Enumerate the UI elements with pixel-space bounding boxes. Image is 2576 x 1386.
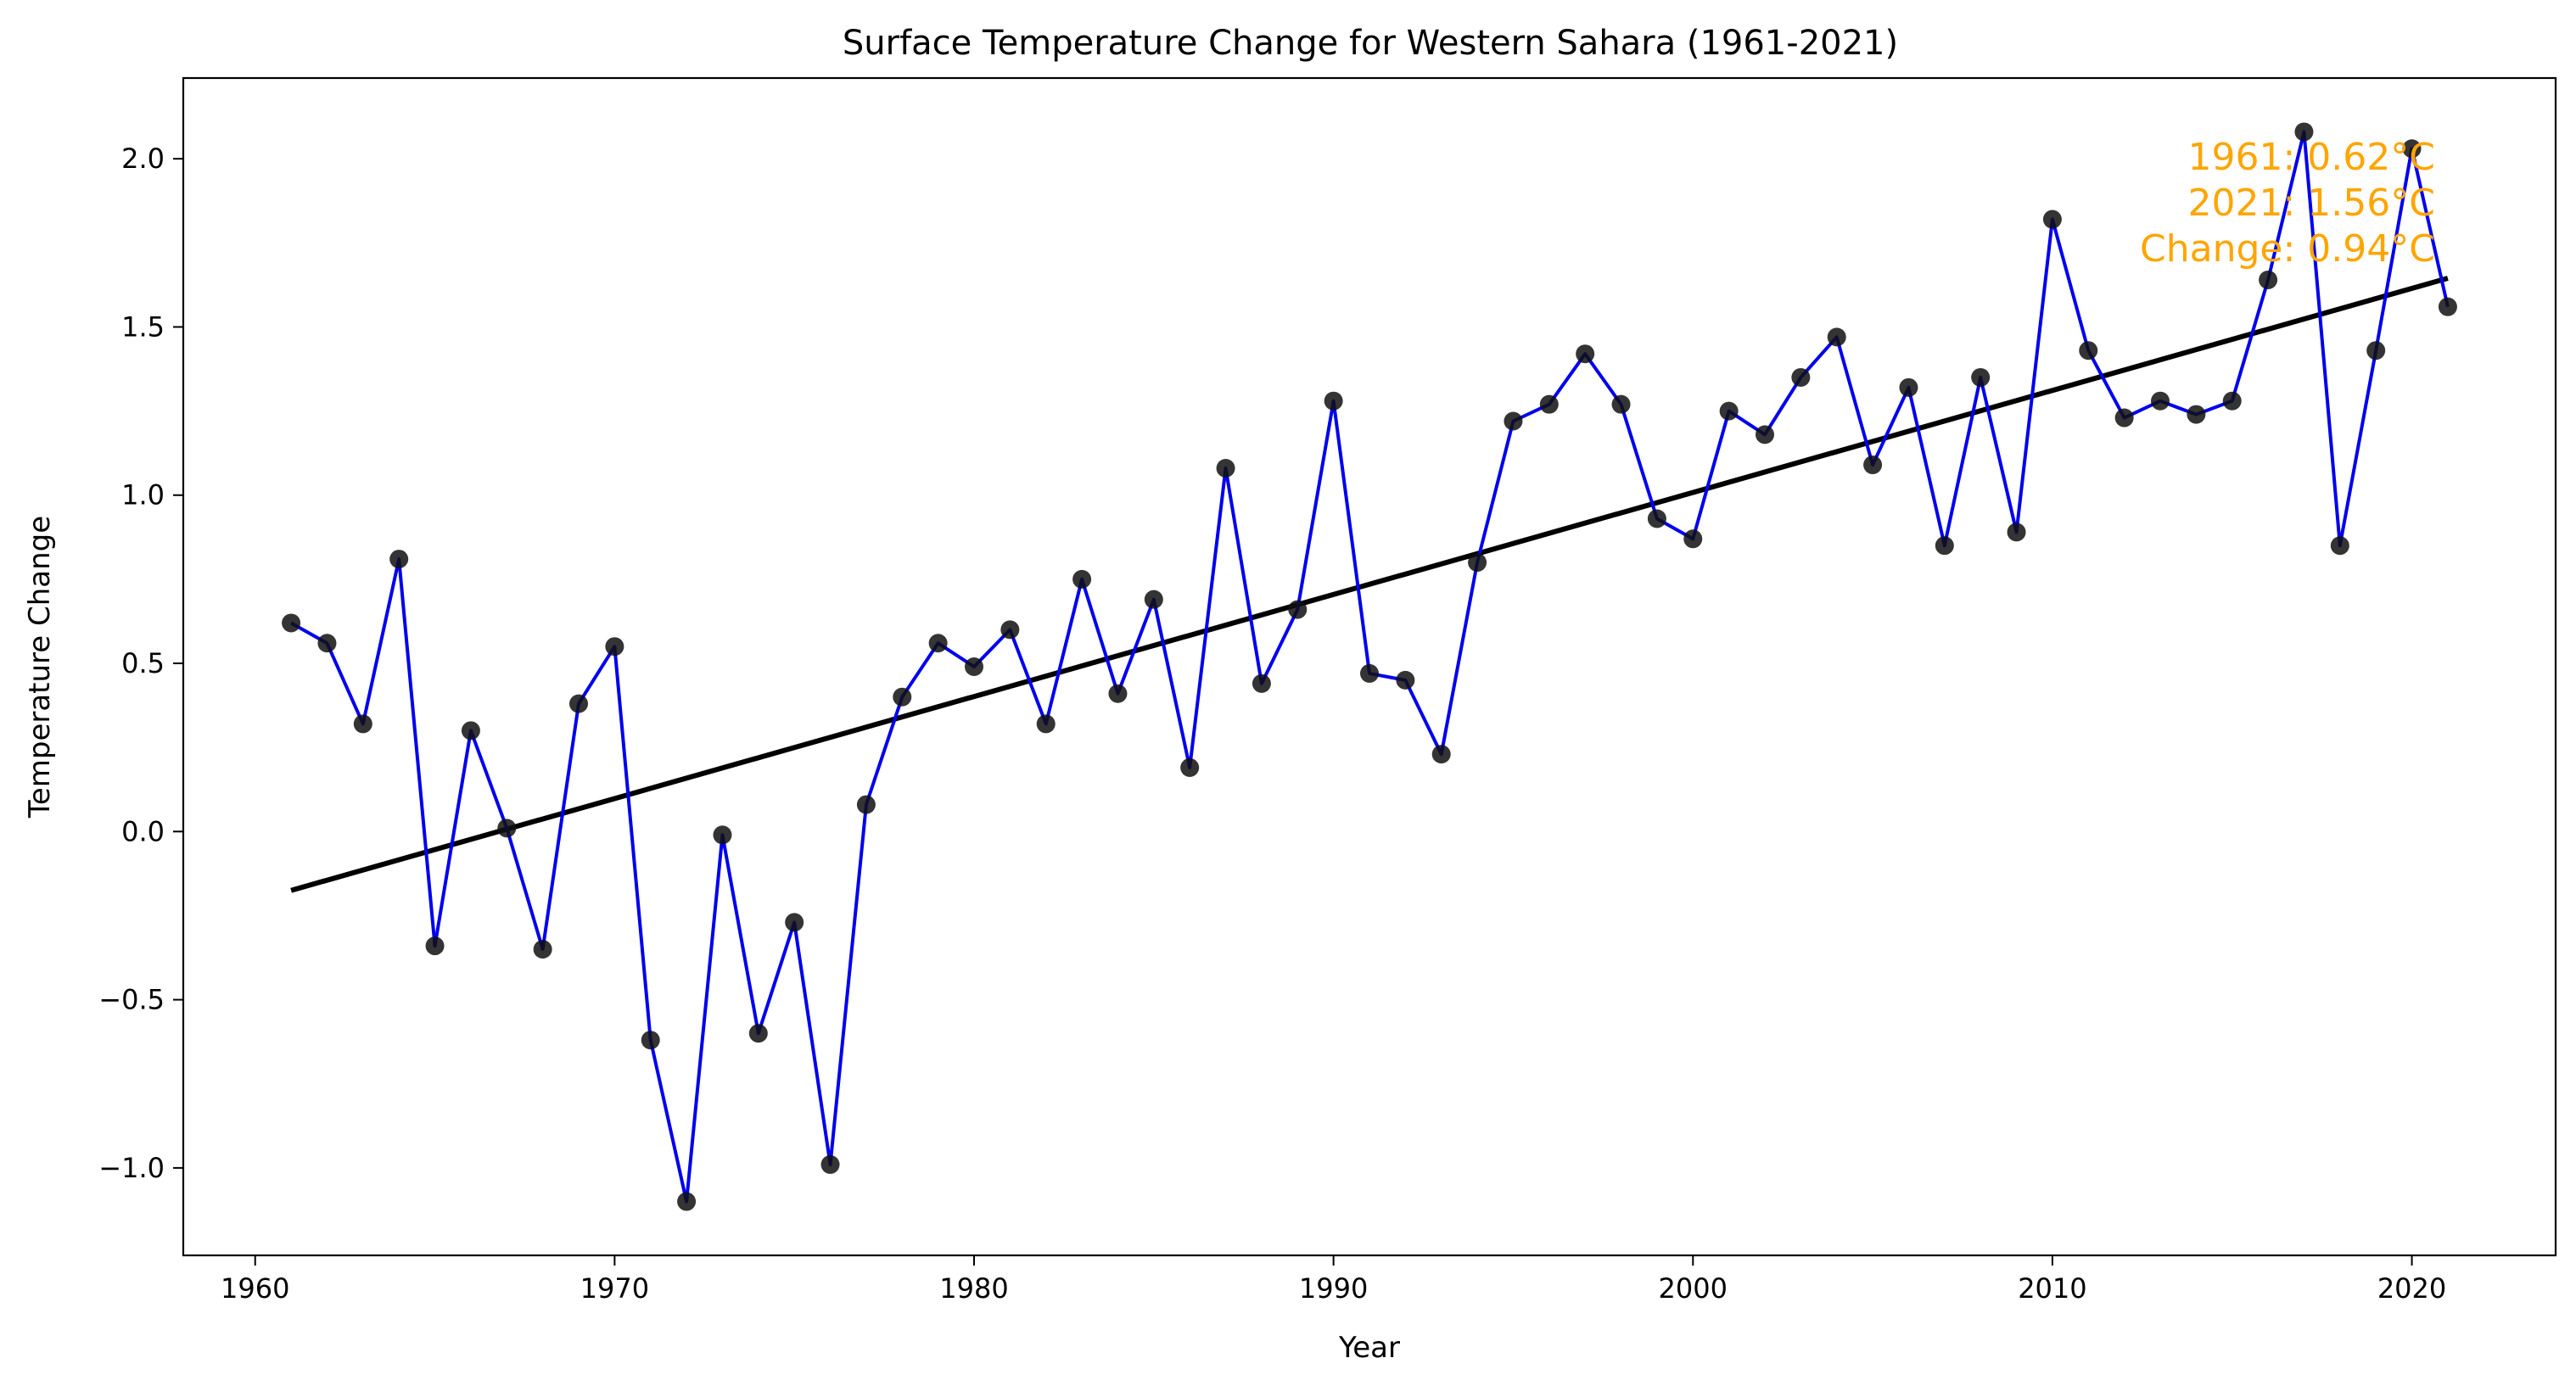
data-point bbox=[605, 637, 624, 657]
annotation-end: 2021: 1.56°C bbox=[2188, 182, 2435, 225]
data-point bbox=[928, 634, 948, 653]
data-point bbox=[1252, 673, 1271, 693]
data-point bbox=[1000, 620, 1020, 640]
data-point bbox=[820, 1154, 840, 1174]
data-point bbox=[1324, 391, 1343, 411]
data-point bbox=[1971, 367, 1991, 387]
data-point bbox=[1791, 367, 1811, 387]
x-tick-label: 1970 bbox=[580, 1272, 649, 1305]
data-point bbox=[461, 721, 480, 741]
x-tick-label: 2010 bbox=[2018, 1272, 2086, 1305]
data-point bbox=[2187, 405, 2206, 424]
data-point bbox=[2259, 270, 2278, 289]
data-point bbox=[1468, 553, 1487, 573]
data-point bbox=[748, 1024, 768, 1043]
data-point bbox=[785, 913, 804, 932]
data-point bbox=[533, 940, 552, 959]
data-point bbox=[1072, 569, 1092, 589]
x-tick-label: 1990 bbox=[1299, 1272, 1368, 1305]
annotation-change: Change: 0.94°C bbox=[2140, 227, 2435, 271]
data-point bbox=[1647, 509, 1666, 528]
y-tick-label: −0.5 bbox=[98, 984, 165, 1016]
data-point bbox=[2366, 341, 2386, 360]
trend-line bbox=[290, 276, 2449, 893]
y-axis-label: Temperature Change bbox=[23, 516, 57, 819]
data-point bbox=[1827, 327, 1846, 347]
data-point bbox=[1683, 529, 1703, 549]
data-point bbox=[1216, 459, 1235, 478]
y-axis: −1.0 −0.5 0.0 0.5 1.0 1.5 2.0 bbox=[98, 143, 183, 1184]
data-point bbox=[317, 634, 337, 653]
data-point bbox=[641, 1031, 660, 1050]
data-point bbox=[2079, 341, 2098, 360]
y-tick-label: 0.5 bbox=[121, 647, 165, 679]
data-point bbox=[353, 714, 372, 734]
data-point bbox=[2402, 139, 2422, 159]
x-tick-label: 1980 bbox=[939, 1272, 1008, 1305]
x-axis-label: Year bbox=[1338, 1331, 1400, 1365]
data-point bbox=[1611, 394, 1631, 414]
series-group bbox=[282, 122, 2457, 1211]
data-point bbox=[1935, 536, 1954, 556]
data-point bbox=[2222, 391, 2242, 411]
data-point bbox=[1144, 590, 1163, 609]
data-point bbox=[1539, 394, 1559, 414]
x-tick-label: 1960 bbox=[221, 1272, 289, 1305]
data-point bbox=[1108, 684, 1128, 703]
data-point bbox=[2294, 122, 2314, 142]
data-point bbox=[965, 657, 983, 676]
y-tick-label: 2.0 bbox=[121, 143, 165, 175]
x-tick-label: 2020 bbox=[2377, 1272, 2446, 1305]
chart-title: Surface Temperature Change for Western S… bbox=[843, 24, 1898, 63]
data-point bbox=[1036, 714, 1056, 734]
data-point bbox=[2042, 210, 2062, 229]
y-tick-label: −1.0 bbox=[98, 1152, 165, 1184]
data-point bbox=[1504, 411, 1523, 431]
data-point bbox=[282, 613, 301, 633]
data-point bbox=[2330, 536, 2349, 556]
data-point bbox=[2438, 297, 2457, 316]
data-point bbox=[1288, 600, 1308, 619]
data-point bbox=[2114, 408, 2134, 428]
data-point bbox=[569, 694, 588, 713]
data-point bbox=[2007, 523, 2026, 542]
data-point bbox=[1180, 757, 1200, 777]
data-point bbox=[389, 550, 409, 569]
x-tick-label: 2000 bbox=[1659, 1272, 1728, 1305]
data-point bbox=[1576, 344, 1595, 364]
annotation-box: 1961: 0.62°C 2021: 1.56°C Change: 0.94°C bbox=[2140, 136, 2435, 271]
data-point bbox=[1756, 425, 1774, 444]
y-tick-label: 0.0 bbox=[121, 815, 165, 847]
data-point bbox=[856, 795, 876, 814]
trend-line-group bbox=[290, 276, 2449, 893]
data-point bbox=[1360, 663, 1379, 683]
data-point bbox=[425, 936, 445, 956]
data-point bbox=[2151, 391, 2170, 411]
data-point bbox=[713, 825, 732, 845]
data-point bbox=[497, 819, 517, 838]
data-point bbox=[1719, 401, 1739, 421]
data-point bbox=[893, 687, 912, 707]
data-point bbox=[1863, 455, 1883, 475]
data-point bbox=[1431, 745, 1451, 764]
data-point bbox=[677, 1192, 697, 1211]
annotation-start: 1961: 0.62°C bbox=[2188, 136, 2435, 179]
plot-frame bbox=[182, 76, 2557, 1257]
y-tick-label: 1.5 bbox=[121, 310, 165, 343]
x-axis: 1960 1970 1980 1990 2000 2010 2020 bbox=[221, 1255, 2446, 1305]
y-tick-label: 1.0 bbox=[121, 479, 165, 511]
data-point bbox=[1396, 670, 1415, 690]
data-point bbox=[1899, 377, 1918, 397]
